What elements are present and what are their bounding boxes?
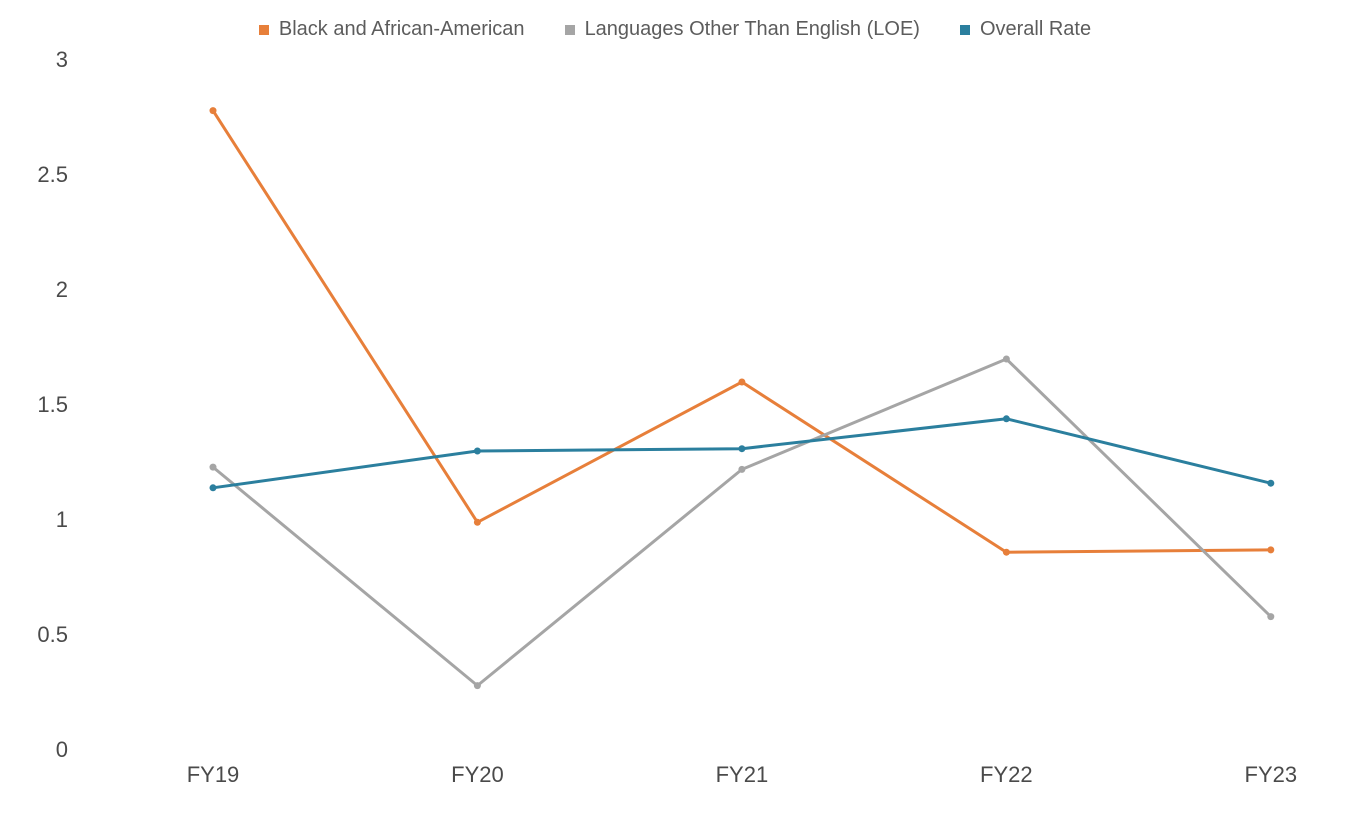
data-point-marker xyxy=(210,484,217,491)
legend-label: Overall Rate xyxy=(980,18,1091,41)
y-tick-label: 3 xyxy=(8,47,68,73)
line-chart: Black and African-American Languages Oth… xyxy=(0,0,1350,830)
series-line xyxy=(213,419,1271,488)
legend-item: Languages Other Than English (LOE) xyxy=(565,18,920,41)
legend-label: Languages Other Than English (LOE) xyxy=(585,18,920,41)
data-point-marker xyxy=(1003,415,1010,422)
legend-item: Overall Rate xyxy=(960,18,1091,41)
data-point-marker xyxy=(1003,356,1010,363)
y-tick-label: 2.5 xyxy=(8,162,68,188)
data-point-marker xyxy=(738,445,745,452)
x-tick-label: FY23 xyxy=(1221,762,1321,788)
data-point-marker xyxy=(474,448,481,455)
data-point-marker xyxy=(738,379,745,386)
x-tick-label: FY22 xyxy=(956,762,1056,788)
data-point-marker xyxy=(1267,613,1274,620)
data-point-marker xyxy=(738,466,745,473)
data-point-marker xyxy=(1267,480,1274,487)
plot-area xyxy=(90,60,1320,750)
markers-group xyxy=(210,107,1275,689)
data-point-marker xyxy=(210,107,217,114)
data-point-marker xyxy=(474,682,481,689)
y-tick-label: 0 xyxy=(8,737,68,763)
legend-swatch-icon xyxy=(565,25,575,35)
x-tick-label: FY21 xyxy=(692,762,792,788)
legend-swatch-icon xyxy=(960,25,970,35)
data-point-marker xyxy=(210,464,217,471)
series-line xyxy=(213,359,1271,686)
legend-item: Black and African-American xyxy=(259,18,525,41)
y-tick-label: 0.5 xyxy=(8,622,68,648)
series-line xyxy=(213,111,1271,553)
legend-swatch-icon xyxy=(259,25,269,35)
y-tick-label: 1.5 xyxy=(8,392,68,418)
y-tick-label: 1 xyxy=(8,507,68,533)
data-point-marker xyxy=(1267,546,1274,553)
y-tick-label: 2 xyxy=(8,277,68,303)
x-tick-label: FY20 xyxy=(427,762,527,788)
x-tick-label: FY19 xyxy=(163,762,263,788)
legend-label: Black and African-American xyxy=(279,18,525,41)
data-point-marker xyxy=(1003,549,1010,556)
data-point-marker xyxy=(474,519,481,526)
legend: Black and African-American Languages Oth… xyxy=(0,18,1350,41)
